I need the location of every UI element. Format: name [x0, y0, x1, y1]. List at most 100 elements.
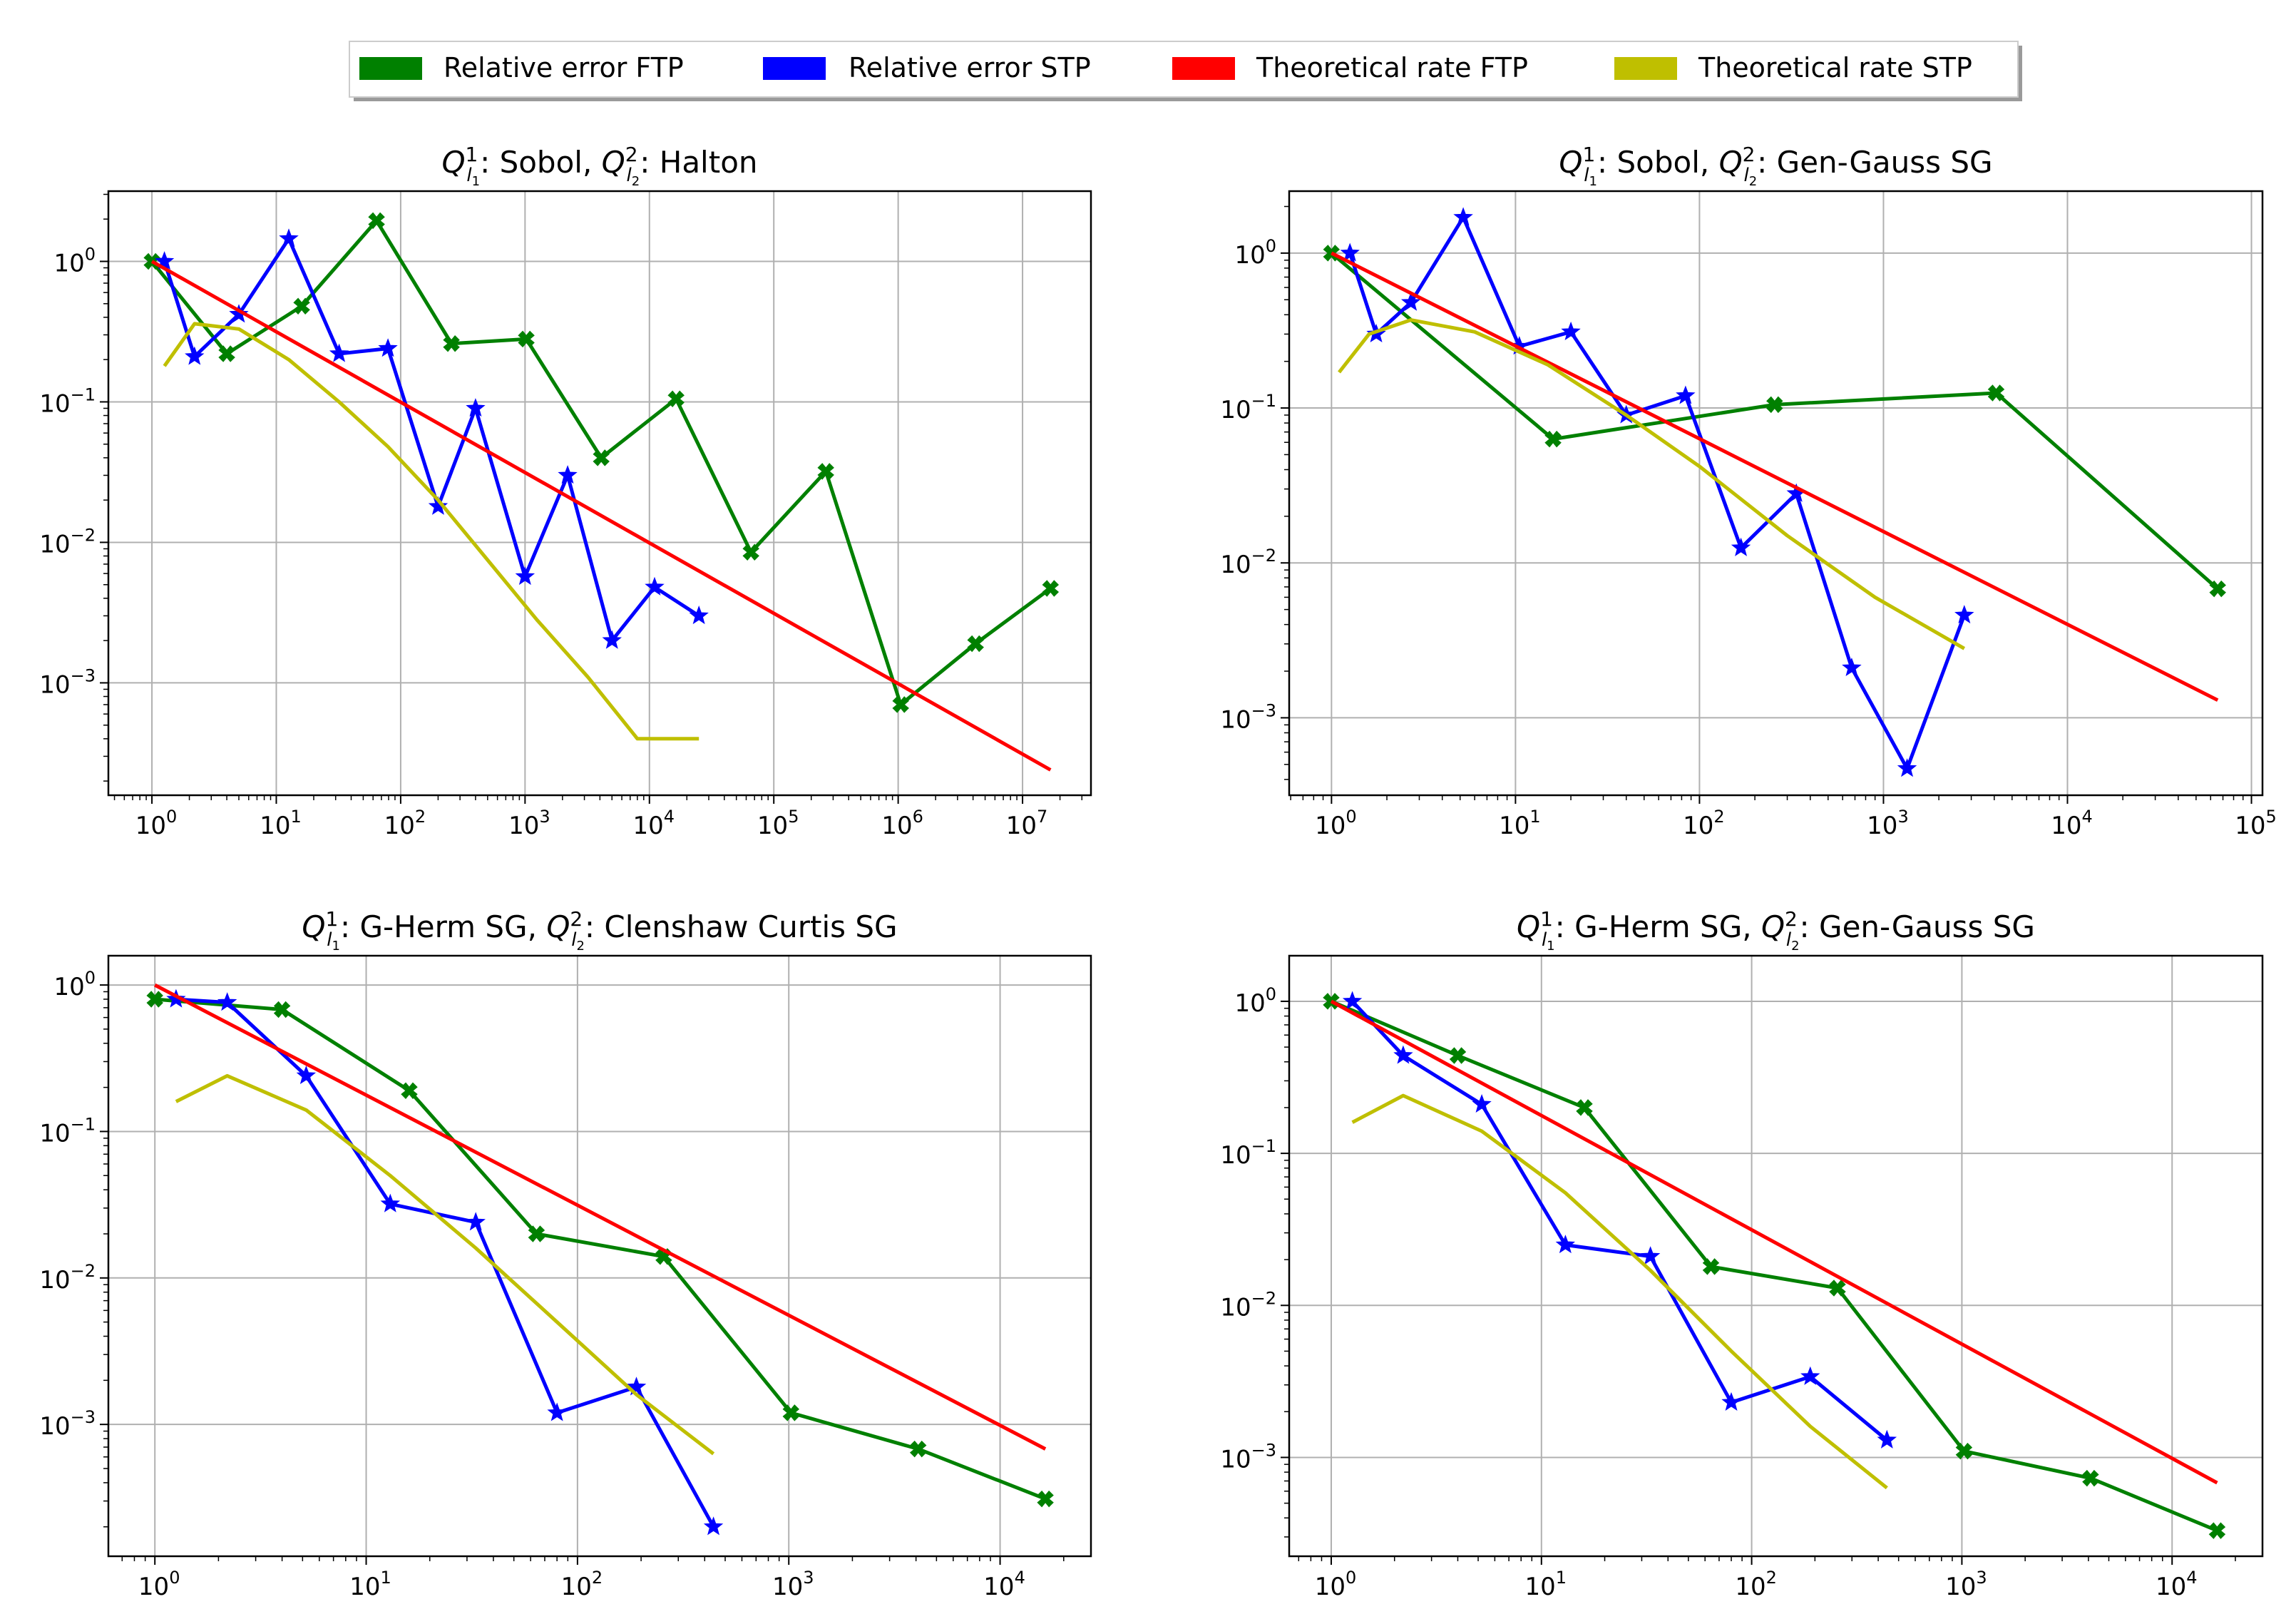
x-tick-label: 103 — [772, 1568, 814, 1601]
x-tick-label: 104 — [2156, 1568, 2198, 1601]
x-tick-label: 100 — [135, 807, 178, 840]
data-point-x-marker — [443, 334, 460, 352]
legend-label-stp-error: Relative error STP — [849, 52, 1091, 83]
axes-frame — [1288, 954, 2264, 1558]
series-relative-error-stp — [154, 228, 709, 649]
x-tick-label: 101 — [349, 1568, 391, 1601]
plot-area — [108, 956, 1091, 1556]
data-point-star-marker — [547, 1402, 567, 1421]
legend-box — [349, 41, 2019, 98]
series-group — [1323, 991, 2226, 1539]
data-point-star-marker — [1954, 605, 1974, 624]
x-tick-label: 100 — [138, 1568, 180, 1601]
legend-label-ftp-error: Relative error FTP — [444, 52, 684, 83]
data-point-x-marker — [1955, 1442, 1973, 1460]
y-tick-label: 10−2 — [1220, 1288, 1276, 1322]
minor-ticks — [1284, 1007, 2236, 1561]
subplot-title: Q1 l1: Sobol, Q2 l2: Halton — [441, 143, 757, 189]
series-relative-error-ftp — [143, 212, 1060, 713]
series-theoretical-rate-ftp — [1331, 251, 2219, 702]
data-point-star-marker — [466, 1212, 486, 1231]
y-tick-label: 10−3 — [39, 665, 96, 699]
x-tick-label: 105 — [757, 807, 799, 840]
data-point-star-marker — [185, 346, 205, 365]
data-point-star-marker — [689, 605, 709, 625]
y-tick-label: 10−2 — [39, 1261, 96, 1294]
x-tick-label: 102 — [1683, 807, 1725, 840]
series-line — [163, 322, 699, 741]
series-line — [154, 997, 1047, 1501]
x-tick-label: 106 — [881, 807, 923, 840]
data-point-x-marker — [2208, 1522, 2226, 1539]
data-point-star-marker — [1555, 1235, 1576, 1254]
x-tick-label: 104 — [2051, 807, 2093, 840]
series-group — [146, 983, 1054, 1536]
subplot-4: 100 101 102 103 104 100 10−1 10−2 10−3 Q1 l1: G-He… — [1220, 907, 2264, 1601]
plot-area — [1289, 956, 2262, 1556]
x-tick-label: 103 — [1945, 1568, 1987, 1601]
subplot-title: Q1 l1: Sobol, Q2 l2: Gen-Gauss SG — [1559, 143, 1992, 189]
x-tick-label: 101 — [1525, 1568, 1567, 1601]
data-point-star-marker — [558, 465, 578, 484]
data-point-star-marker — [229, 304, 249, 323]
y-tick-label: 100 — [1234, 236, 1276, 270]
data-point-star-marker — [1393, 1045, 1413, 1064]
data-point-x-marker — [742, 543, 759, 561]
data-point-star-marker — [1721, 1391, 1741, 1411]
x-tick-label: 104 — [632, 807, 675, 840]
legend-swatch-stp-rate — [1614, 57, 1677, 80]
series-group — [1323, 207, 2226, 777]
data-point-x-marker — [146, 991, 163, 1008]
data-point-star-marker — [428, 496, 449, 515]
subplot-1: 100 101 102 103 104 105 106 107 100 10−1 10−2 10−3 Q… — [39, 143, 1092, 840]
data-point-x-marker — [909, 1440, 927, 1458]
data-point-x-marker — [518, 330, 535, 348]
y-tick-label: 100 — [1234, 984, 1276, 1018]
y-tick-label: 10−3 — [1220, 1440, 1276, 1474]
x-tick-label: 101 — [260, 807, 302, 840]
data-point-x-marker — [1042, 580, 1060, 597]
series-relative-error-ftp — [1323, 993, 2226, 1539]
data-point-star-marker — [279, 228, 299, 247]
data-point-star-marker — [602, 630, 622, 649]
data-point-star-marker — [378, 338, 398, 357]
series-line — [1331, 251, 2219, 702]
data-point-star-marker — [217, 992, 237, 1011]
gridlines — [108, 956, 1091, 1556]
data-point-star-marker — [626, 1377, 647, 1396]
series-theoretical-rate-stp — [163, 322, 699, 741]
subplot-3: 100 101 102 103 104 100 10−1 10−2 10−3 Q1 l1: G-He… — [39, 907, 1092, 1601]
data-point-x-marker — [817, 463, 834, 480]
x-tick-label: 103 — [1867, 807, 1909, 840]
data-point-x-marker — [782, 1404, 800, 1421]
y-tick-label: 10−3 — [39, 1407, 96, 1441]
y-tick-label: 10−2 — [1220, 546, 1276, 579]
minor-ticks — [1284, 205, 2244, 800]
gridlines — [1289, 191, 2262, 795]
axes-frame — [107, 954, 1092, 1558]
y-tick-label: 10−1 — [1220, 1136, 1276, 1170]
series-line — [1351, 1000, 1888, 1442]
x-tick-label: 100 — [1315, 807, 1357, 840]
data-point-x-marker — [528, 1225, 545, 1242]
data-point-x-marker — [1544, 430, 1562, 448]
data-point-star-marker — [1897, 758, 1917, 777]
series-theoretical-rate-ftp — [150, 260, 1052, 772]
data-point-x-marker — [2082, 1469, 2099, 1487]
data-point-star-marker — [1400, 292, 1421, 311]
data-point-x-marker — [1037, 1490, 1054, 1508]
series-relative-error-ftp — [146, 991, 1054, 1508]
legend-label-stp-rate: Theoretical rate STP — [1698, 52, 1972, 83]
data-point-star-marker — [1342, 991, 1363, 1010]
legend-swatch-stp-error — [763, 57, 826, 80]
data-point-star-marker — [154, 251, 175, 270]
series-line — [1331, 999, 2218, 1533]
data-point-star-marker — [1561, 321, 1581, 341]
data-point-x-marker — [273, 1001, 291, 1018]
data-point-star-marker — [1800, 1366, 1820, 1385]
data-point-star-marker — [703, 1516, 724, 1536]
series-line — [154, 983, 1047, 1451]
minor-ticks — [103, 991, 1065, 1561]
data-point-x-marker — [1702, 1258, 1720, 1275]
